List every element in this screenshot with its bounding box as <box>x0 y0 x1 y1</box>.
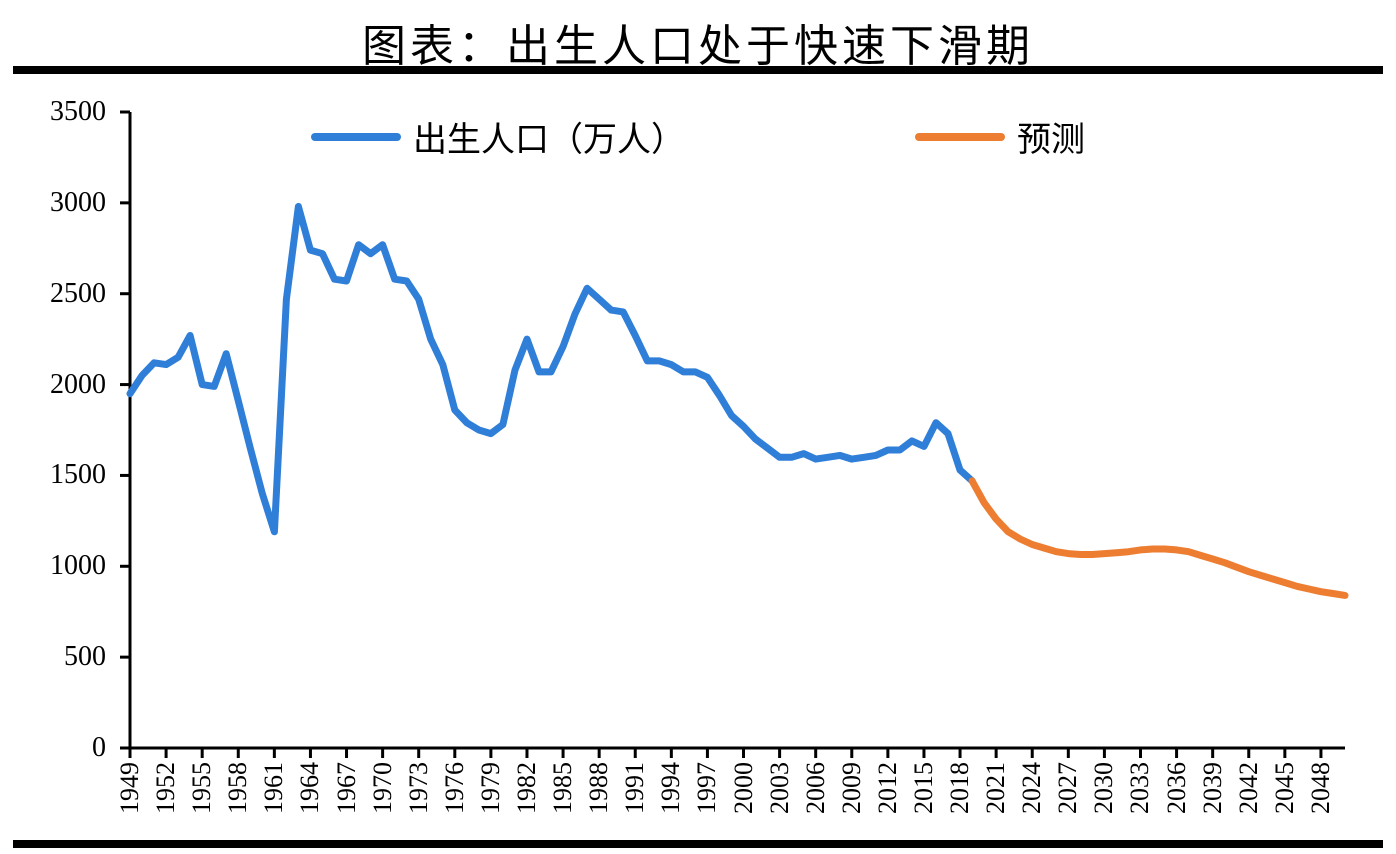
y-tick-label: 1500 <box>50 459 106 491</box>
x-tick-label: 2042 <box>1234 762 1264 814</box>
y-axis: 0500100015002000250030003500 <box>0 112 120 748</box>
x-tick-label: 2024 <box>1017 762 1047 814</box>
y-tick-label: 3000 <box>50 187 106 219</box>
x-tick-label: 1955 <box>187 762 217 814</box>
chart-container: 图表：出生人口处于快速下滑期 出生人口（万人） 预测 0500100015002… <box>0 0 1396 854</box>
y-tick-label: 2000 <box>50 369 106 401</box>
x-tick-label: 2027 <box>1053 762 1083 814</box>
x-tick-label: 2009 <box>837 762 867 814</box>
x-tick-label: 1997 <box>692 762 722 814</box>
x-tick-label: 1970 <box>368 762 398 814</box>
x-tick-label: 2012 <box>873 762 903 814</box>
x-tick-label: 2021 <box>981 762 1011 814</box>
x-tick-label: 1991 <box>620 762 650 814</box>
x-tick-label: 1949 <box>115 762 145 814</box>
x-tick-label: 2039 <box>1198 762 1228 814</box>
x-tick-label: 2048 <box>1306 762 1336 814</box>
x-tick-label: 2033 <box>1125 762 1155 814</box>
x-tick-label: 1964 <box>295 762 325 814</box>
x-tick-label: 1979 <box>476 762 506 814</box>
title-rule-top <box>13 66 1383 74</box>
x-tick-label: 1988 <box>584 762 614 814</box>
x-tick-label: 2003 <box>765 762 795 814</box>
x-tick-label: 2045 <box>1270 762 1300 814</box>
y-tick-label: 0 <box>92 732 106 764</box>
x-tick-label: 1958 <box>223 762 253 814</box>
x-axis: 1949195219551958196119641967197019731976… <box>130 756 1345 846</box>
y-tick-label: 1000 <box>50 550 106 582</box>
x-tick-label: 2018 <box>945 762 975 814</box>
x-tick-label: 2006 <box>801 762 831 814</box>
x-tick-label: 2000 <box>729 762 759 814</box>
x-tick-label: 1952 <box>151 762 181 814</box>
series-line <box>972 481 1345 596</box>
series-line <box>130 207 972 532</box>
x-tick-label: 2015 <box>909 762 939 814</box>
y-tick-label: 500 <box>64 641 106 673</box>
y-tick-label: 3500 <box>50 96 106 128</box>
x-tick-label: 2036 <box>1162 762 1192 814</box>
x-tick-label: 1982 <box>512 762 542 814</box>
x-tick-label: 1973 <box>404 762 434 814</box>
x-tick-label: 2030 <box>1089 762 1119 814</box>
x-tick-label: 1985 <box>548 762 578 814</box>
plot-area <box>130 112 1345 748</box>
x-tick-label: 1994 <box>656 762 686 814</box>
plot-svg <box>130 112 1345 748</box>
chart-title: 图表：出生人口处于快速下滑期 <box>0 10 1396 74</box>
y-tick-label: 2500 <box>50 278 106 310</box>
x-tick-label: 1967 <box>332 762 362 814</box>
x-tick-label: 1961 <box>259 762 289 814</box>
x-tick-label: 1976 <box>440 762 470 814</box>
